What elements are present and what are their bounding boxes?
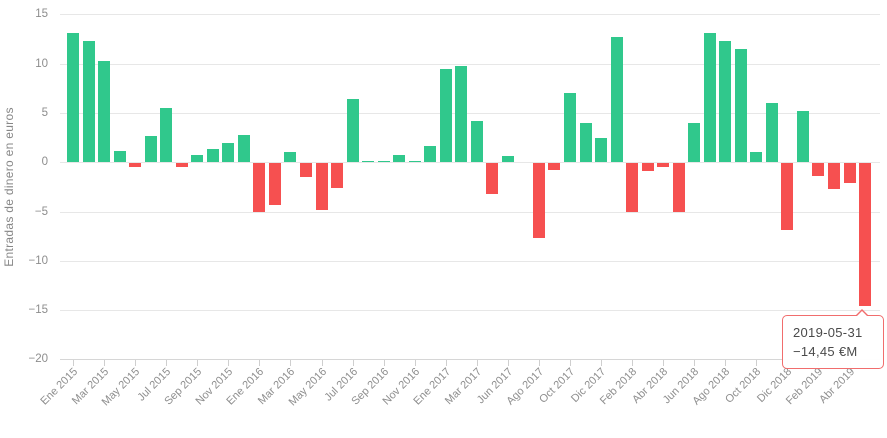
x-axis-tick: [694, 359, 696, 366]
x-axis-tick: [228, 359, 230, 366]
chart-bar-jul-2016[interactable]: [346, 99, 359, 163]
x-axis-tick: [725, 359, 727, 366]
gridline: [60, 162, 880, 164]
chart-bar-nov-2018[interactable]: [765, 103, 778, 163]
chart-bar-ago-2018[interactable]: [719, 41, 732, 163]
x-axis-tick: [104, 359, 106, 366]
chart-bar-dic-2017[interactable]: [595, 137, 607, 163]
chart-bar-oct-2017[interactable]: [564, 93, 576, 163]
chart-bar-dic-2018[interactable]: [781, 163, 794, 231]
x-axis-tick: [663, 359, 665, 366]
chart-bar-oct-2016[interactable]: [393, 155, 406, 163]
chart-bar-abr-2015[interactable]: [113, 150, 126, 163]
x-axis-tick: [73, 359, 74, 366]
y-axis-tick-label: 0: [41, 156, 48, 169]
chart-bar-ene-2016[interactable]: [253, 163, 266, 212]
x-axis-tick: [166, 359, 168, 366]
chart-bar-ago-2016[interactable]: [362, 160, 375, 163]
chart-bar-ago-2017[interactable]: [532, 163, 545, 239]
y-axis-tick-label: −15: [28, 304, 48, 317]
chart-bar-ene-2018[interactable]: [610, 37, 623, 163]
chart-bar-jun-2016[interactable]: [331, 163, 343, 188]
chart-bar-oct-2018[interactable]: [750, 152, 763, 163]
chart-bar-sep-2017[interactable]: [548, 163, 561, 171]
x-axis-tick: [476, 359, 478, 366]
chart-bar-sep-2016[interactable]: [377, 161, 390, 163]
chart-bar-ago-2015[interactable]: [175, 163, 188, 168]
chart-bar-oct-2015[interactable]: [206, 148, 219, 163]
chart-bar-may-2016[interactable]: [315, 163, 328, 210]
tooltip-value: −14,45 €M: [793, 344, 858, 359]
chart-bar-jun-2017[interactable]: [501, 156, 514, 163]
chart-bar-mar-2015[interactable]: [98, 60, 111, 163]
chart-bar-sep-2015[interactable]: [191, 155, 204, 163]
chart-bar-feb-2017[interactable]: [455, 65, 468, 163]
x-axis-tick: [507, 359, 509, 366]
tooltip-date: 2019-05-31: [793, 325, 863, 340]
chart-bar-dic-2016[interactable]: [424, 145, 437, 163]
chart-bar-ene-2019[interactable]: [796, 111, 809, 163]
x-axis-tick: [601, 359, 602, 366]
chart-bar-mar-2017[interactable]: [470, 120, 483, 163]
chart-bar-abr-2018[interactable]: [657, 163, 670, 168]
y-axis-tick-label: 10: [35, 57, 48, 70]
tooltip-arrow-icon: [855, 309, 869, 317]
gridline: [60, 63, 880, 65]
x-axis-tick: [290, 359, 292, 366]
chart-bar-mar-2018[interactable]: [641, 163, 654, 172]
y-axis-tick-label: −20: [28, 353, 48, 366]
chart-bar-ene-2015[interactable]: [67, 33, 79, 163]
x-axis-tick: [632, 359, 634, 366]
y-axis-tick-label: 15: [35, 8, 48, 21]
chart-bar-nov-2017[interactable]: [579, 122, 592, 163]
chart-bar-feb-2015[interactable]: [82, 41, 95, 163]
y-axis-title: Entradas de dinero en euros: [2, 107, 16, 267]
x-axis-tick: [197, 359, 199, 366]
chart-bar-ene-2017[interactable]: [439, 68, 452, 163]
x-axis-tick: [756, 359, 758, 366]
x-axis-tick: [570, 359, 571, 366]
chart-bar-may-2018[interactable]: [672, 163, 685, 212]
chart-bar-abr-2019[interactable]: [843, 163, 856, 183]
gridline: [60, 211, 880, 213]
chart-bar-nov-2015[interactable]: [222, 142, 235, 163]
x-axis-tick: [135, 359, 137, 366]
gridline: [60, 260, 880, 262]
chart-bar-abr-2016[interactable]: [299, 163, 312, 178]
chart-bar-may-2015[interactable]: [129, 163, 142, 168]
gridline: [60, 310, 880, 312]
x-axis-tick: [383, 359, 385, 366]
chart-bar-jun-2018[interactable]: [688, 122, 701, 163]
chart-bar-may-2019[interactable]: [859, 163, 871, 306]
x-axis-tick: [538, 359, 540, 366]
x-axis-tick: [414, 359, 416, 366]
chart-bar-jun-2015[interactable]: [144, 135, 157, 163]
chart-bar-abr-2017[interactable]: [486, 163, 499, 194]
chart-bar-dic-2015[interactable]: [237, 134, 250, 163]
x-axis-tick: [259, 359, 261, 366]
gridline: [60, 14, 880, 16]
y-axis-tick-label: −10: [28, 254, 48, 267]
chart-bar-nov-2016[interactable]: [408, 161, 421, 163]
gridline: [60, 359, 880, 361]
chart-bar-feb-2019[interactable]: [812, 163, 825, 177]
chart-bar-mar-2019[interactable]: [828, 163, 840, 189]
y-axis-tick-label: −5: [34, 205, 48, 218]
x-axis-tick: [321, 359, 323, 366]
chart-bar-mar-2016[interactable]: [284, 151, 297, 163]
tooltip: 2019-05-31 −14,45 €M: [782, 309, 884, 369]
chart-bar-jul-2015[interactable]: [160, 108, 173, 163]
chart-bar-feb-2018[interactable]: [626, 163, 639, 212]
x-axis-tick: [352, 359, 354, 366]
y-axis-tick-label: 5: [41, 107, 48, 119]
x-axis-tick: [445, 359, 447, 366]
gridline: [60, 113, 880, 114]
chart-bar-sep-2018[interactable]: [734, 48, 747, 163]
chart-bar-feb-2016[interactable]: [268, 163, 281, 205]
chart-bar-jul-2018[interactable]: [703, 33, 716, 163]
